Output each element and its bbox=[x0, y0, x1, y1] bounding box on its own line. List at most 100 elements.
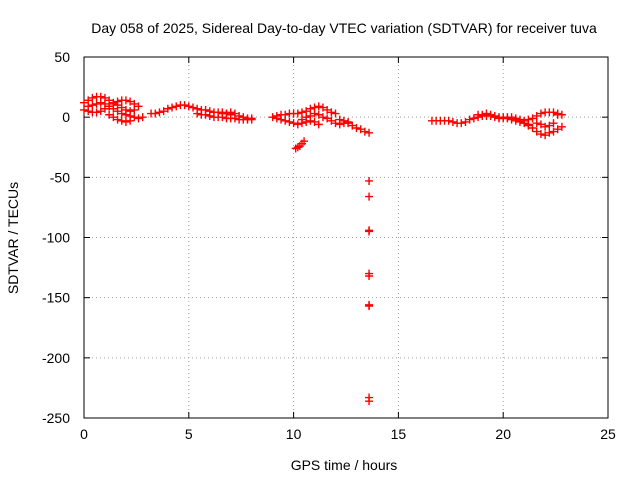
data-point bbox=[327, 116, 336, 125]
series-track-k bbox=[335, 115, 374, 137]
data-point bbox=[138, 113, 147, 122]
data-point bbox=[302, 113, 311, 122]
chart-title: Day 058 of 2025, Sidereal Day-to-day VTE… bbox=[91, 20, 597, 36]
data-point bbox=[323, 114, 332, 123]
data-point bbox=[486, 110, 495, 119]
data-point bbox=[293, 109, 302, 118]
data-point bbox=[541, 131, 550, 140]
data-point bbox=[293, 143, 302, 152]
data-point bbox=[268, 113, 277, 122]
data-point bbox=[235, 111, 244, 120]
data-point bbox=[356, 125, 365, 134]
data-point bbox=[532, 119, 541, 128]
data-point bbox=[318, 113, 327, 122]
data-point bbox=[96, 107, 105, 116]
data-point bbox=[243, 114, 252, 123]
data-point bbox=[80, 98, 88, 107]
series-track-o bbox=[524, 121, 566, 140]
data-point bbox=[331, 119, 340, 128]
data-point bbox=[109, 104, 118, 113]
data-point bbox=[117, 109, 126, 118]
data-point bbox=[117, 116, 126, 125]
y-tick-label: -150 bbox=[42, 290, 70, 306]
x-tick-label: 15 bbox=[391, 426, 407, 442]
data-point bbox=[205, 111, 214, 120]
data-point bbox=[365, 227, 374, 236]
data-point bbox=[188, 103, 197, 112]
series-track-p bbox=[532, 110, 566, 131]
data-point bbox=[285, 117, 294, 126]
data-point bbox=[134, 102, 143, 111]
data-point bbox=[113, 97, 122, 106]
data-point bbox=[314, 110, 323, 119]
data-point bbox=[528, 123, 537, 132]
data-point bbox=[557, 122, 566, 131]
data-point bbox=[365, 302, 374, 311]
x-tick-label: 0 bbox=[80, 426, 88, 442]
data-point bbox=[109, 113, 118, 122]
data-point bbox=[96, 98, 105, 107]
data-point bbox=[130, 113, 139, 122]
data-point bbox=[201, 110, 210, 119]
data-point bbox=[172, 102, 181, 111]
data-point bbox=[448, 117, 457, 126]
data-point bbox=[536, 130, 545, 139]
data-point bbox=[121, 117, 130, 126]
data-point bbox=[549, 119, 558, 128]
data-point bbox=[306, 104, 315, 113]
y-tick-label: 0 bbox=[62, 109, 70, 125]
data-point bbox=[457, 119, 466, 128]
data-point bbox=[100, 99, 109, 108]
data-point bbox=[155, 108, 164, 117]
axis-ticks bbox=[83, 56, 609, 419]
y-axis-label: SDTVAR / TECUs bbox=[5, 182, 21, 294]
series-track-e bbox=[147, 101, 235, 119]
data-point bbox=[532, 111, 541, 120]
data-point bbox=[88, 93, 97, 102]
data-point bbox=[121, 96, 130, 105]
data-point bbox=[281, 110, 290, 119]
data-point bbox=[113, 107, 122, 116]
data-point bbox=[461, 117, 470, 126]
data-point bbox=[318, 103, 327, 112]
data-point bbox=[524, 121, 533, 130]
y-tick-label: -200 bbox=[42, 350, 70, 366]
data-point bbox=[490, 111, 499, 120]
data-point bbox=[465, 115, 474, 124]
data-point bbox=[528, 114, 537, 123]
series-outliers bbox=[365, 176, 374, 406]
data-point bbox=[365, 397, 374, 406]
series-track-n bbox=[474, 108, 562, 125]
x-axis-label: GPS time / hours bbox=[291, 457, 398, 473]
data-point bbox=[126, 116, 135, 125]
data-point bbox=[478, 110, 487, 119]
data-point bbox=[168, 103, 177, 112]
data-point bbox=[230, 109, 239, 118]
data-point bbox=[88, 101, 97, 110]
data-point bbox=[218, 108, 227, 117]
data-point bbox=[314, 120, 323, 129]
data-point bbox=[306, 111, 315, 120]
data-point bbox=[335, 115, 344, 124]
data-point bbox=[520, 116, 529, 125]
data-point bbox=[163, 104, 172, 113]
data-points bbox=[80, 92, 566, 406]
data-point bbox=[327, 108, 336, 117]
series-track-c bbox=[84, 98, 147, 123]
data-point bbox=[515, 115, 524, 124]
data-point bbox=[532, 127, 541, 136]
data-point bbox=[222, 109, 231, 118]
data-point bbox=[193, 109, 202, 118]
data-point bbox=[365, 128, 374, 137]
data-point bbox=[105, 102, 114, 111]
y-tick-label: -50 bbox=[50, 169, 70, 185]
data-point bbox=[323, 105, 332, 114]
x-tick-label: 20 bbox=[495, 426, 511, 442]
data-point bbox=[507, 113, 516, 122]
data-point bbox=[482, 109, 491, 118]
data-point bbox=[121, 110, 130, 119]
x-tick-label: 5 bbox=[185, 426, 193, 442]
data-point bbox=[84, 102, 93, 111]
data-point bbox=[180, 101, 189, 110]
